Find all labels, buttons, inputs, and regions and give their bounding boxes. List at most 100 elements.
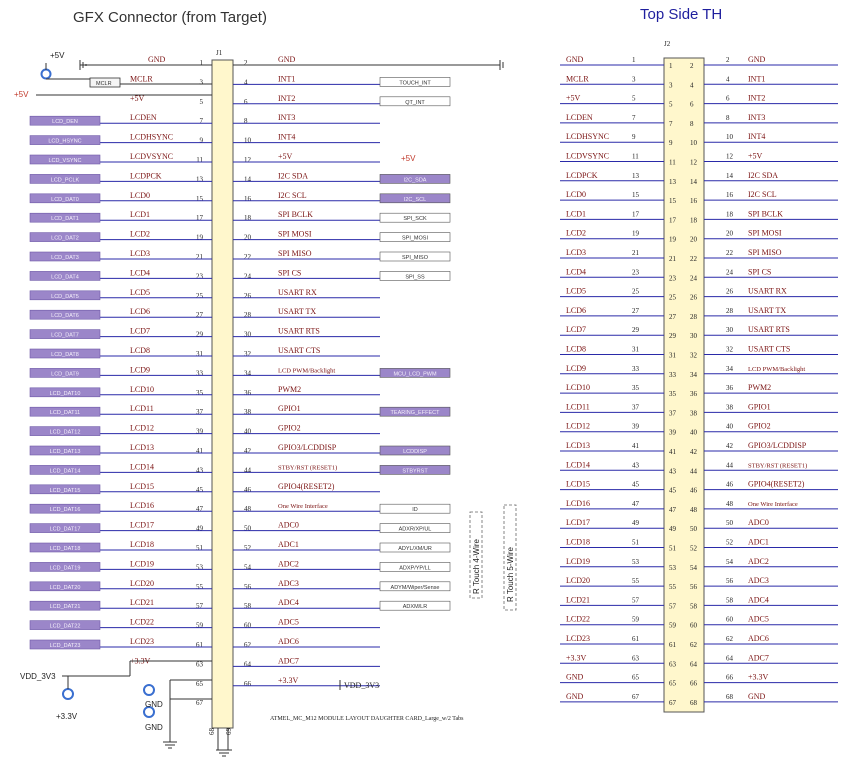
j2-inner-right-pin: 48 (690, 506, 698, 514)
left-net-text: LCD_DAT2 (51, 236, 79, 242)
j2-connector-body (663, 57, 705, 713)
j2-right-pin-label: 8 (726, 114, 730, 122)
j2-inner-right-pin: 38 (690, 409, 698, 417)
left-net-text: LCD_DAT21 (50, 604, 81, 610)
mclr-resistor-box (89, 77, 121, 88)
j2-inner-right-pin: 12 (690, 159, 698, 167)
j1-left-signal: LCD12 (130, 424, 154, 433)
j2-inner-left-pin: 5 (669, 101, 673, 109)
j1-pin-number: 6 (244, 98, 248, 106)
j1-left-signal: LCD5 (130, 288, 150, 297)
j1-pin-number: 27 (196, 311, 204, 319)
j1-pin-number: 52 (244, 544, 252, 552)
j1-right-signal: GND (278, 55, 296, 64)
j2-left-pin-label: 27 (632, 307, 640, 315)
j2-right-signal: I2C SDA (748, 171, 778, 180)
left-net-text: LCD_DAT4 (51, 274, 79, 280)
j1-pin-number: 60 (244, 622, 252, 630)
j1-left-signal: LCD15 (130, 482, 154, 491)
j2-right-pin-label: 26 (726, 288, 734, 296)
j2-right-signal: ADC0 (748, 518, 769, 527)
right-net-text: SPI_SCK (403, 216, 427, 222)
j2-inner-left-pin: 57 (669, 602, 677, 610)
j2-inner-right-pin: 14 (690, 178, 698, 186)
j2-right-signal: STBY/RST (RESET1) (748, 462, 807, 469)
left-net-tag (29, 193, 101, 204)
j2-right-pin-label: 50 (726, 519, 734, 527)
j1-pin-number: 31 (196, 350, 204, 358)
vdd-out-label: VDD_3V3 (344, 681, 379, 690)
right-net-tag (379, 600, 451, 611)
left-net-tag (29, 620, 101, 630)
j1-pin-number: 61 (196, 641, 204, 649)
j2-right-signal: INT1 (748, 74, 765, 83)
j2-right-signal: GPIO3/LCDDISP (748, 441, 807, 450)
j2-right-signal: ADC6 (748, 634, 769, 643)
j1-right-signal: USART CTS (278, 346, 320, 355)
j1-pin-number: 46 (244, 486, 252, 494)
j2-inner-left-pin: 1 (669, 62, 673, 70)
j2-left-pin-label: 57 (632, 596, 640, 604)
j2-right-signal: ADC4 (748, 595, 769, 604)
j2-inner-left-pin: 61 (669, 641, 677, 649)
left-net-tag (29, 271, 101, 281)
right-net-text: ADXR/XP/UL (399, 527, 432, 533)
j1-pin-number: 9 (200, 137, 204, 145)
left-net-tag (29, 465, 101, 475)
j1-pin-number: 39 (196, 428, 204, 436)
j1-right-signal: INT3 (278, 113, 295, 122)
left-net-tag (29, 212, 101, 223)
j2-left-pin-label: 39 (632, 423, 640, 431)
j1-right-signal: ADC2 (278, 559, 299, 568)
j2-left-signal: LCD16 (566, 499, 590, 508)
left-net-text: LCD_DAT18 (50, 546, 81, 552)
j1-connector-body (211, 59, 234, 729)
j1-pin-number: 24 (244, 272, 252, 280)
j1-pin-number: 51 (196, 544, 204, 552)
j1-pin-number: 53 (196, 563, 204, 571)
j1-pin-number: 17 (196, 214, 204, 222)
j2-right-signal: ADC2 (748, 557, 769, 566)
j2-right-pin-label: 68 (726, 693, 734, 701)
j2-inner-left-pin: 15 (669, 197, 677, 205)
j1-pin-number: 33 (196, 369, 204, 377)
j1-pin-number: 12 (244, 156, 252, 164)
j1-pin-number: 15 (196, 195, 204, 203)
j1-pin-number: 36 (244, 389, 252, 397)
j1-pin-number: 26 (244, 292, 252, 300)
right-net-text: ADXP/YP/LL (399, 565, 431, 571)
test-point-33v-icon (62, 688, 74, 700)
left-net-tag (29, 484, 101, 495)
j2-left-signal: LCD1 (566, 209, 586, 218)
j2-left-signal: LCD4 (566, 267, 586, 276)
j1-pin-number: 21 (196, 253, 204, 261)
left-net-text: LCD_HSYNC (48, 139, 81, 145)
j1-left-signal: LCD14 (130, 462, 154, 471)
test-point-gnd2-icon (143, 706, 155, 718)
j1-right-signal: ADC4 (278, 598, 299, 607)
j2-inner-right-pin: 62 (690, 641, 698, 649)
left-net-text: LCD_DAT15 (50, 488, 81, 494)
footnote: ATMEL_MC_M12 MODULE LAYOUT DAUGHTER CARD… (270, 716, 464, 722)
j1-right-signal: ADC0 (278, 521, 299, 530)
j1-left-signal: LCD13 (130, 443, 154, 452)
j2-left-signal: +3.3V (566, 653, 587, 662)
left-net-tag (29, 503, 101, 514)
j2-right-pin-label: 62 (726, 635, 734, 643)
p5v-out-label: +5V (401, 154, 416, 163)
j2-inner-right-pin: 30 (690, 332, 698, 340)
j1-pin-number: 20 (244, 234, 252, 242)
j1-pin-number: 54 (244, 563, 252, 571)
j1-left-signal: LCD7 (130, 327, 150, 336)
j2-left-signal: LCD18 (566, 538, 590, 547)
j1-left-signal: LCD10 (130, 385, 154, 394)
j2-left-pin-label: 65 (632, 674, 640, 682)
j2-right-pin-label: 22 (726, 249, 734, 257)
right-net-text: MCU_LCD_PWM (393, 371, 437, 377)
j1-left-signal: LCD9 (130, 365, 150, 374)
j1-pin-number: 40 (244, 428, 252, 436)
j2-left-pin-label: 35 (632, 384, 640, 392)
j2-inner-left-pin: 7 (669, 120, 673, 128)
j2-inner-right-pin: 68 (690, 699, 698, 707)
j2-right-pin-label: 36 (726, 384, 734, 392)
